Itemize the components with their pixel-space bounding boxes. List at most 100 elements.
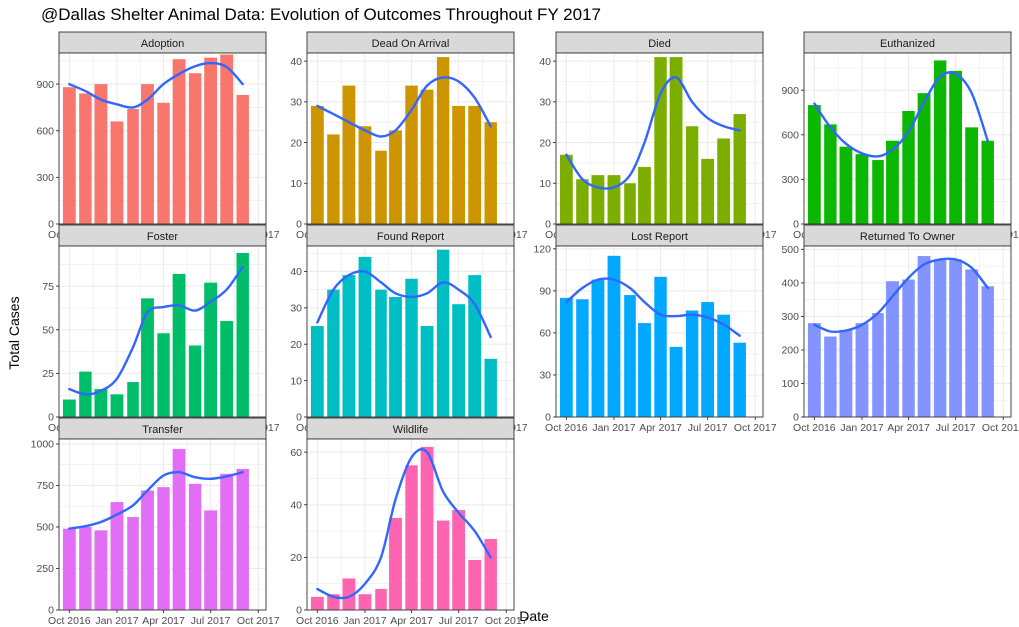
smooth-line [68,470,244,530]
bar [468,560,482,610]
bar [839,146,853,224]
bar [452,510,466,610]
bar [886,281,899,417]
bar [172,59,186,224]
facet-strip-label: Dead On Arrival [372,38,450,50]
y-tick-label: 0 [793,219,799,231]
bar [965,269,979,417]
bar [981,140,994,224]
x-tick-label: Oct 2017 [982,422,1019,434]
bar [62,399,76,417]
bar [188,483,202,610]
bar [342,85,356,224]
bar [872,160,884,224]
bar [157,102,170,224]
bar [607,255,621,417]
y-tick-label: 120 [533,244,551,256]
bar [236,94,249,225]
bar [358,126,372,224]
bar [110,394,124,417]
bar [824,336,837,417]
y-tick-label: 40 [290,499,302,511]
bar [375,150,387,224]
bar [141,84,154,224]
bar [484,122,497,224]
x-axis-title: Date [519,608,549,624]
bar [733,342,746,417]
bar [79,526,92,610]
facet-strip-label: Found Report [377,231,444,243]
bar [204,510,218,610]
bar [576,299,589,417]
bar [949,70,963,224]
bar [484,538,497,610]
facet-panel: Transfer 0 250 500 750 1000 Oct 2016 Jan 2017 Ap… [31,417,280,627]
bar [310,326,324,417]
y-tick-label: 250 [36,563,54,575]
bar [79,93,92,224]
bar [110,502,124,610]
bar [981,286,994,417]
bar [452,304,466,417]
bar [405,278,418,417]
bar [638,167,651,224]
facet-strip-label: Foster [147,231,179,243]
bar [405,85,418,224]
bar [127,382,139,417]
bar [172,273,186,417]
bar [62,528,76,610]
y-tick-label: 25 [42,368,54,380]
panel-border [306,438,515,611]
bar [839,329,853,417]
bar [358,256,372,417]
bar [484,358,497,417]
bar [342,578,356,610]
panel-border [555,245,764,418]
y-tick-label: 0 [48,605,54,617]
y-tick-label: 0 [296,219,302,231]
bar [933,259,947,417]
x-tick-label: Apr 2017 [639,422,682,434]
bar [94,389,108,417]
bar [607,175,621,224]
bar [436,520,450,610]
y-tick-label: 10 [539,178,551,190]
y-tick-label: 20 [539,137,551,149]
x-tick-label: Jan 2017 [343,615,386,627]
bar [902,279,915,417]
x-tick-label: Apr 2017 [887,422,930,434]
x-tick-label: Oct 2016 [48,615,91,627]
x-tick-label: Jan 2017 [840,422,883,434]
bar [701,158,715,224]
bar [204,282,218,417]
facet-strip-label: Died [648,38,671,50]
bar [420,446,434,610]
y-tick-label: 0 [48,412,54,424]
bar [855,154,869,224]
bar [375,588,387,610]
x-tick-label: Jul 2017 [936,422,976,434]
bar [172,448,186,610]
y-tick-label: 60 [290,447,302,459]
x-tick-label: Oct 2016 [296,615,339,627]
facet-panel: Wildlife 0 20 40 60 Oct 2016 Jan 2017 Apr 2017 J… [290,417,528,627]
panel-border [306,52,515,225]
bar [824,124,837,224]
facet-strip-label: Lost Report [631,231,688,243]
facet-strip-label: Transfer [142,424,183,436]
bar [436,57,450,225]
bar [94,530,108,610]
x-tick-label: Jul 2017 [688,422,728,434]
bar [236,252,249,417]
bar [559,297,573,417]
y-tick-label: 900 [781,85,799,97]
y-tick-label: 30 [539,97,551,109]
y-tick-label: 20 [290,552,302,564]
bar [389,130,402,224]
bar [188,73,202,224]
